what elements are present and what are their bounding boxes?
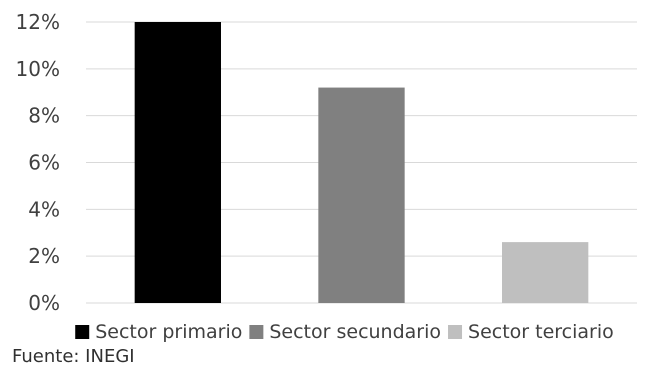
y-tick-label: 4% (28, 197, 60, 221)
y-tick-label: 2% (28, 244, 60, 268)
bar (502, 242, 589, 303)
legend-item: Sector terciario (448, 321, 614, 343)
legend-swatch (249, 325, 264, 339)
legend-label: Sector secundario (269, 321, 441, 343)
y-tick-label: 10% (16, 57, 60, 81)
y-tick-label: 6% (28, 151, 60, 175)
legend: Sector primario Sector secundario Sector t… (75, 321, 614, 343)
legend-item: Sector secundario (249, 321, 441, 343)
legend-label: Sector primario (95, 321, 242, 343)
bar (318, 87, 405, 303)
source-note: Fuente: INEGI (12, 346, 135, 367)
legend-swatch (448, 325, 463, 339)
legend-item: Sector primario (75, 321, 242, 343)
y-axis-ticks: 0% 2% 4% 6% 8% 10% 12% (16, 10, 60, 315)
y-tick-label: 0% (28, 291, 60, 315)
legend-label: Sector terciario (468, 321, 614, 343)
y-tick-label: 12% (16, 10, 60, 34)
bar (134, 22, 221, 303)
y-tick-label: 8% (28, 104, 60, 128)
bars (134, 22, 589, 303)
legend-swatch (75, 325, 90, 339)
